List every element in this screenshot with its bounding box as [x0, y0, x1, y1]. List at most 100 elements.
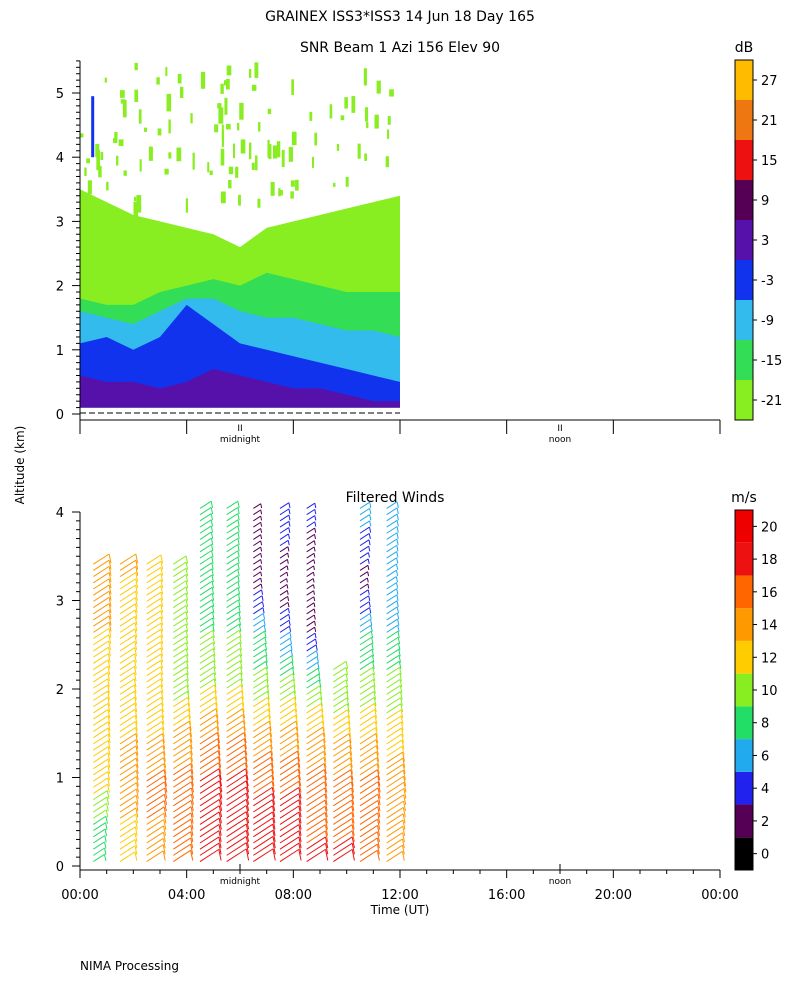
- wind-barb-flag: [319, 685, 322, 694]
- winds-x-tick-label: 00:00: [701, 888, 738, 903]
- wind-barb-shaft: [359, 721, 376, 732]
- wind-barb-flag: [260, 522, 263, 527]
- wind-barb-shaft: [306, 824, 326, 838]
- wind-barb-shaft: [199, 714, 217, 726]
- wind-barb-shaft: [333, 697, 348, 708]
- wind-barb-shaft: [386, 501, 398, 509]
- wind-barb-shaft: [359, 697, 375, 708]
- wind-barb-shaft: [279, 848, 300, 862]
- wind-barb-flag: [260, 515, 263, 521]
- wind-barb-flag: [318, 673, 321, 682]
- wind-barb-flag: [135, 584, 138, 595]
- wind-barb-shaft: [199, 756, 219, 770]
- wind-barb-shaft: [306, 590, 314, 596]
- wind-barb-flag: [211, 568, 214, 577]
- wind-barb-flag: [312, 584, 315, 589]
- wind-barb-flag: [217, 750, 221, 762]
- wind-barb-flag: [245, 836, 250, 849]
- wind-barb-shaft: [146, 696, 162, 708]
- wind-barb-flag: [313, 546, 316, 552]
- wind-barb-flag: [214, 690, 218, 700]
- wind-barb-shaft: [306, 644, 317, 652]
- wind-barb-shaft: [146, 591, 162, 602]
- wind-barb-flag: [324, 806, 328, 818]
- wind-barb-shaft: [386, 721, 402, 732]
- wind-barb-shaft: [333, 805, 353, 819]
- wind-barb-shaft: [146, 641, 162, 652]
- wind-barb-shaft: [93, 771, 109, 782]
- wind-barb-shaft: [93, 764, 109, 776]
- wind-barb-flag: [212, 642, 216, 651]
- wind-barb-flag: [350, 781, 354, 793]
- wind-barb-flag: [314, 521, 317, 527]
- wind-barb-shaft: [306, 775, 325, 788]
- wind-barb-shaft: [359, 757, 378, 770]
- wind-barb-flag: [288, 533, 290, 540]
- wind-barb-flag: [398, 649, 401, 657]
- wind-barb-flag: [289, 637, 293, 645]
- wind-barb-shaft: [279, 539, 289, 547]
- wind-barb-shaft: [306, 793, 326, 807]
- wind-barb-shaft: [93, 678, 108, 689]
- wind-barb-flag: [213, 660, 216, 669]
- snr-speckle: [364, 153, 368, 161]
- wind-barb-shaft: [333, 787, 352, 801]
- wind-barb-shaft: [279, 527, 290, 534]
- wind-barb-shaft: [199, 824, 220, 838]
- wind-barb-shaft: [306, 848, 326, 862]
- wind-barb-flag: [264, 637, 267, 645]
- wind-barb-shaft: [119, 776, 137, 788]
- wind-barb-shaft: [333, 818, 353, 832]
- wind-barb-flag: [345, 679, 349, 688]
- snr-speckle: [200, 71, 206, 89]
- wind-barb-shaft: [333, 769, 352, 782]
- wind-barb-shaft: [333, 824, 353, 838]
- wind-barb-flag: [324, 800, 328, 812]
- wind-barb-shaft: [199, 531, 212, 540]
- wind-barb-shaft: [173, 825, 192, 838]
- wind-barb-flag: [134, 833, 138, 843]
- wind-barb-flag: [185, 617, 189, 626]
- winds-colorbar-tick-label: 14: [761, 619, 778, 634]
- wind-barb-flag: [397, 618, 400, 626]
- wind-barb-shaft: [253, 744, 271, 757]
- wind-barb-flag: [237, 569, 240, 577]
- wind-barb-shaft: [119, 590, 136, 602]
- wind-barb-shaft: [279, 799, 300, 813]
- wind-barb-flag: [245, 774, 249, 787]
- wind-barb-flag: [134, 597, 138, 607]
- wind-barb-shaft: [333, 709, 349, 720]
- wind-barb-flag: [349, 757, 353, 768]
- wind-barb-shaft: [93, 727, 109, 739]
- wind-barb-shaft: [386, 703, 402, 714]
- wind-barb-shaft: [306, 818, 326, 832]
- wind-barb-shaft: [146, 659, 162, 670]
- wind-barb-shaft: [199, 817, 220, 832]
- wind-barb-shaft: [199, 562, 213, 571]
- wind-barb-flag: [237, 513, 240, 521]
- wind-barb-shaft: [173, 769, 192, 782]
- wind-barb-flag: [269, 727, 273, 737]
- snr-speckle: [251, 84, 257, 91]
- winds-colorbar-tick-label: 4: [761, 782, 769, 797]
- wind-barb-flag: [107, 771, 111, 781]
- snr-speckle: [209, 170, 213, 176]
- wind-barb-flag: [287, 552, 290, 558]
- wind-barb-shaft: [359, 787, 379, 801]
- wind-barb-shaft: [173, 757, 191, 770]
- wind-barb-shaft: [253, 624, 265, 633]
- wind-barb-shaft: [306, 830, 326, 844]
- wind-barb-shaft: [93, 847, 105, 856]
- wind-barb-shaft: [306, 720, 323, 732]
- snr-colorbar-tick-label: -3: [761, 274, 774, 289]
- wind-barb-flag: [218, 762, 222, 774]
- wind-barb-flag: [190, 751, 194, 762]
- wind-barb-shaft: [386, 813, 404, 825]
- snr-layer-very-strong: [80, 369, 400, 408]
- wind-barb-flag: [163, 757, 167, 768]
- wind-barb-flag: [286, 578, 288, 583]
- wind-barb-flag: [160, 666, 164, 675]
- wind-barb-shaft: [146, 616, 162, 627]
- wind-barb-shaft: [119, 813, 137, 825]
- wind-barb-flag: [160, 697, 164, 706]
